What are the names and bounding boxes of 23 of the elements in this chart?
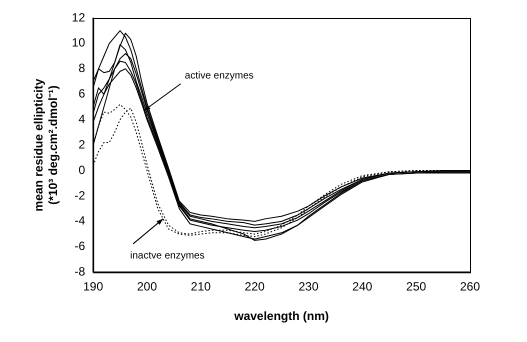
annotation: inactve enzymes: [130, 250, 205, 262]
y-tick-label: -2: [74, 188, 86, 202]
x-tick-label: 260: [460, 280, 480, 294]
x-axis-title: wavelength (nm): [233, 309, 329, 324]
x-tick-label: 240: [352, 280, 373, 294]
y-tick-label: 0: [78, 162, 86, 177]
x-tick-label: 190: [83, 280, 104, 294]
y-tick-label: -4: [74, 214, 86, 228]
y-axis-title: mean residue ellipticity (*10³ deg.cm².dmol⁻¹): [32, 78, 60, 212]
y-tick-label: 12: [72, 10, 86, 24]
y-tick-label: -8: [74, 264, 86, 279]
x-tick-label: 250: [406, 280, 426, 294]
y-tick-label: -6: [74, 239, 86, 254]
x-tick-label: 200: [136, 280, 158, 294]
x-tick-label: 210: [190, 280, 212, 294]
y-tick-label: 6: [78, 86, 86, 101]
annotation: active enzymes: [184, 70, 254, 82]
y-tick-label: 8: [78, 61, 86, 76]
y-tick-label: 2: [78, 137, 86, 152]
x-tick-label: 230: [298, 280, 319, 294]
y-tick-label: 10: [72, 36, 86, 50]
x-tick-label: 220: [244, 280, 265, 294]
y-tick-label: 4: [78, 112, 86, 126]
